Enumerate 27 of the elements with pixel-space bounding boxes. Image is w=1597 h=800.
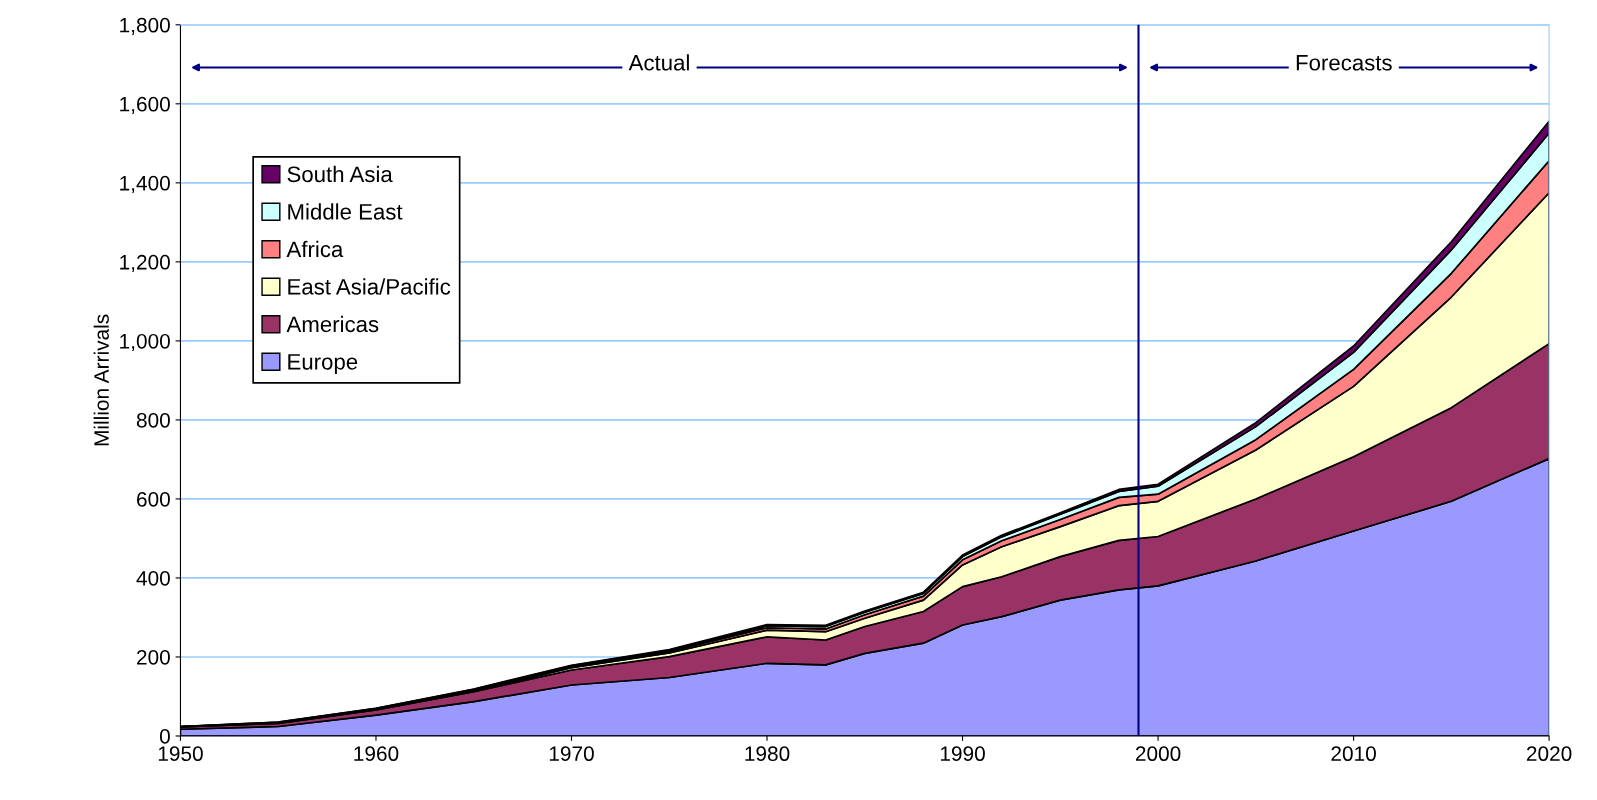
legend-label: Americas — [286, 315, 379, 333]
y-tick-label: 1,000 — [120, 333, 170, 352]
x-tick-label: 1990 — [940, 746, 985, 762]
y-tick-label: 1,400 — [120, 175, 170, 194]
y-tick-label: 0 — [159, 729, 170, 744]
annotation: Actual — [628, 54, 689, 71]
legend-label: Middle East — [288, 203, 403, 220]
legend-label: Europe — [288, 354, 358, 375]
x-tick-label: 2010 — [1331, 746, 1376, 762]
legend-label: South Asia — [287, 165, 393, 183]
y-tick-label: 800 — [136, 412, 170, 428]
y-axis-title: Million Arrivals — [93, 314, 109, 446]
x-tick-label: 1970 — [549, 746, 594, 762]
legend-label: East Asia/Pacific — [288, 278, 451, 295]
y-tick-label: 1,600 — [120, 96, 170, 115]
x-tick-label: 1980 — [745, 746, 790, 762]
y-tick-label: 600 — [137, 491, 170, 507]
x-tick-label: 1950 — [158, 746, 203, 762]
y-tick-label: 1,200 — [120, 254, 170, 273]
x-tick-label: 1960 — [354, 746, 399, 762]
x-tick-label: 2020 — [1526, 746, 1572, 762]
y-tick-label: 1,800 — [120, 17, 170, 36]
annotation: Forecasts — [1296, 55, 1392, 71]
y-tick-label: 200 — [137, 649, 170, 665]
x-tick-label: 2000 — [1135, 746, 1181, 762]
legend-label: Africa — [286, 240, 344, 258]
y-tick-label: 400 — [136, 570, 170, 586]
